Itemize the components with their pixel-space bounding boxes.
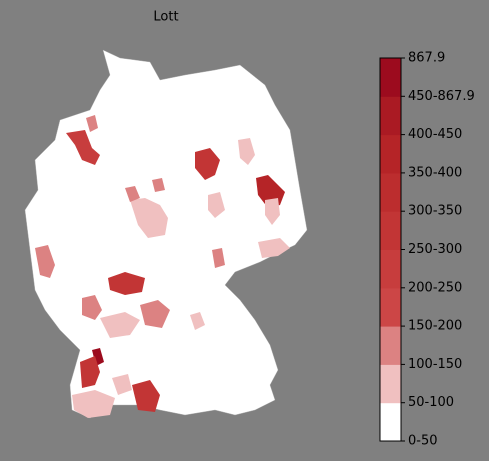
region bbox=[66, 130, 100, 165]
colorbar-label: 100-150 bbox=[408, 357, 462, 372]
colorbar-label: 200-250 bbox=[408, 280, 462, 295]
region bbox=[190, 312, 205, 330]
map bbox=[24, 49, 308, 419]
colorbar: 0-50 50-100 100-150 150-200 200-250 250-300 30… bbox=[379, 51, 475, 449]
region bbox=[140, 300, 170, 328]
colorbar-segment bbox=[380, 172, 401, 212]
colorbar-segment bbox=[380, 249, 401, 289]
region bbox=[195, 148, 220, 180]
colorbar-segment bbox=[380, 134, 401, 174]
colorbar-label: 150-200 bbox=[408, 319, 462, 334]
colorbar-segment bbox=[380, 364, 401, 404]
region bbox=[100, 312, 140, 338]
colorbar-label: 400-450 bbox=[408, 127, 462, 142]
country-outline bbox=[24, 49, 308, 419]
region bbox=[108, 272, 145, 295]
colorbar-label: 867.9 bbox=[408, 51, 445, 66]
region bbox=[208, 192, 225, 218]
colorbar-segment bbox=[380, 326, 401, 365]
colorbar-segment bbox=[380, 211, 401, 250]
region bbox=[82, 295, 102, 320]
colorbar-label: 0-50 bbox=[408, 434, 438, 449]
region bbox=[265, 198, 280, 225]
region bbox=[130, 198, 168, 238]
colorbar-segment bbox=[380, 96, 401, 136]
colorbar-segment bbox=[380, 402, 401, 442]
region bbox=[35, 245, 55, 278]
colorbar-segment bbox=[380, 58, 401, 97]
region bbox=[258, 238, 290, 258]
colorbar-label: 300-350 bbox=[408, 204, 462, 219]
colorbar-label: 450-867.9 bbox=[408, 89, 475, 104]
region bbox=[125, 186, 140, 202]
colorbar-label: 250-300 bbox=[408, 242, 462, 257]
colorbar-segment bbox=[380, 287, 401, 327]
region bbox=[132, 380, 160, 412]
region bbox=[212, 248, 225, 268]
region bbox=[152, 178, 165, 192]
map-title: Lott bbox=[153, 10, 178, 25]
region bbox=[80, 356, 100, 388]
colorbar-label: 350-400 bbox=[408, 165, 462, 180]
colorbar-label: 50-100 bbox=[408, 395, 454, 410]
region bbox=[112, 374, 132, 395]
region bbox=[72, 390, 115, 418]
region bbox=[238, 138, 255, 165]
region bbox=[86, 115, 98, 132]
